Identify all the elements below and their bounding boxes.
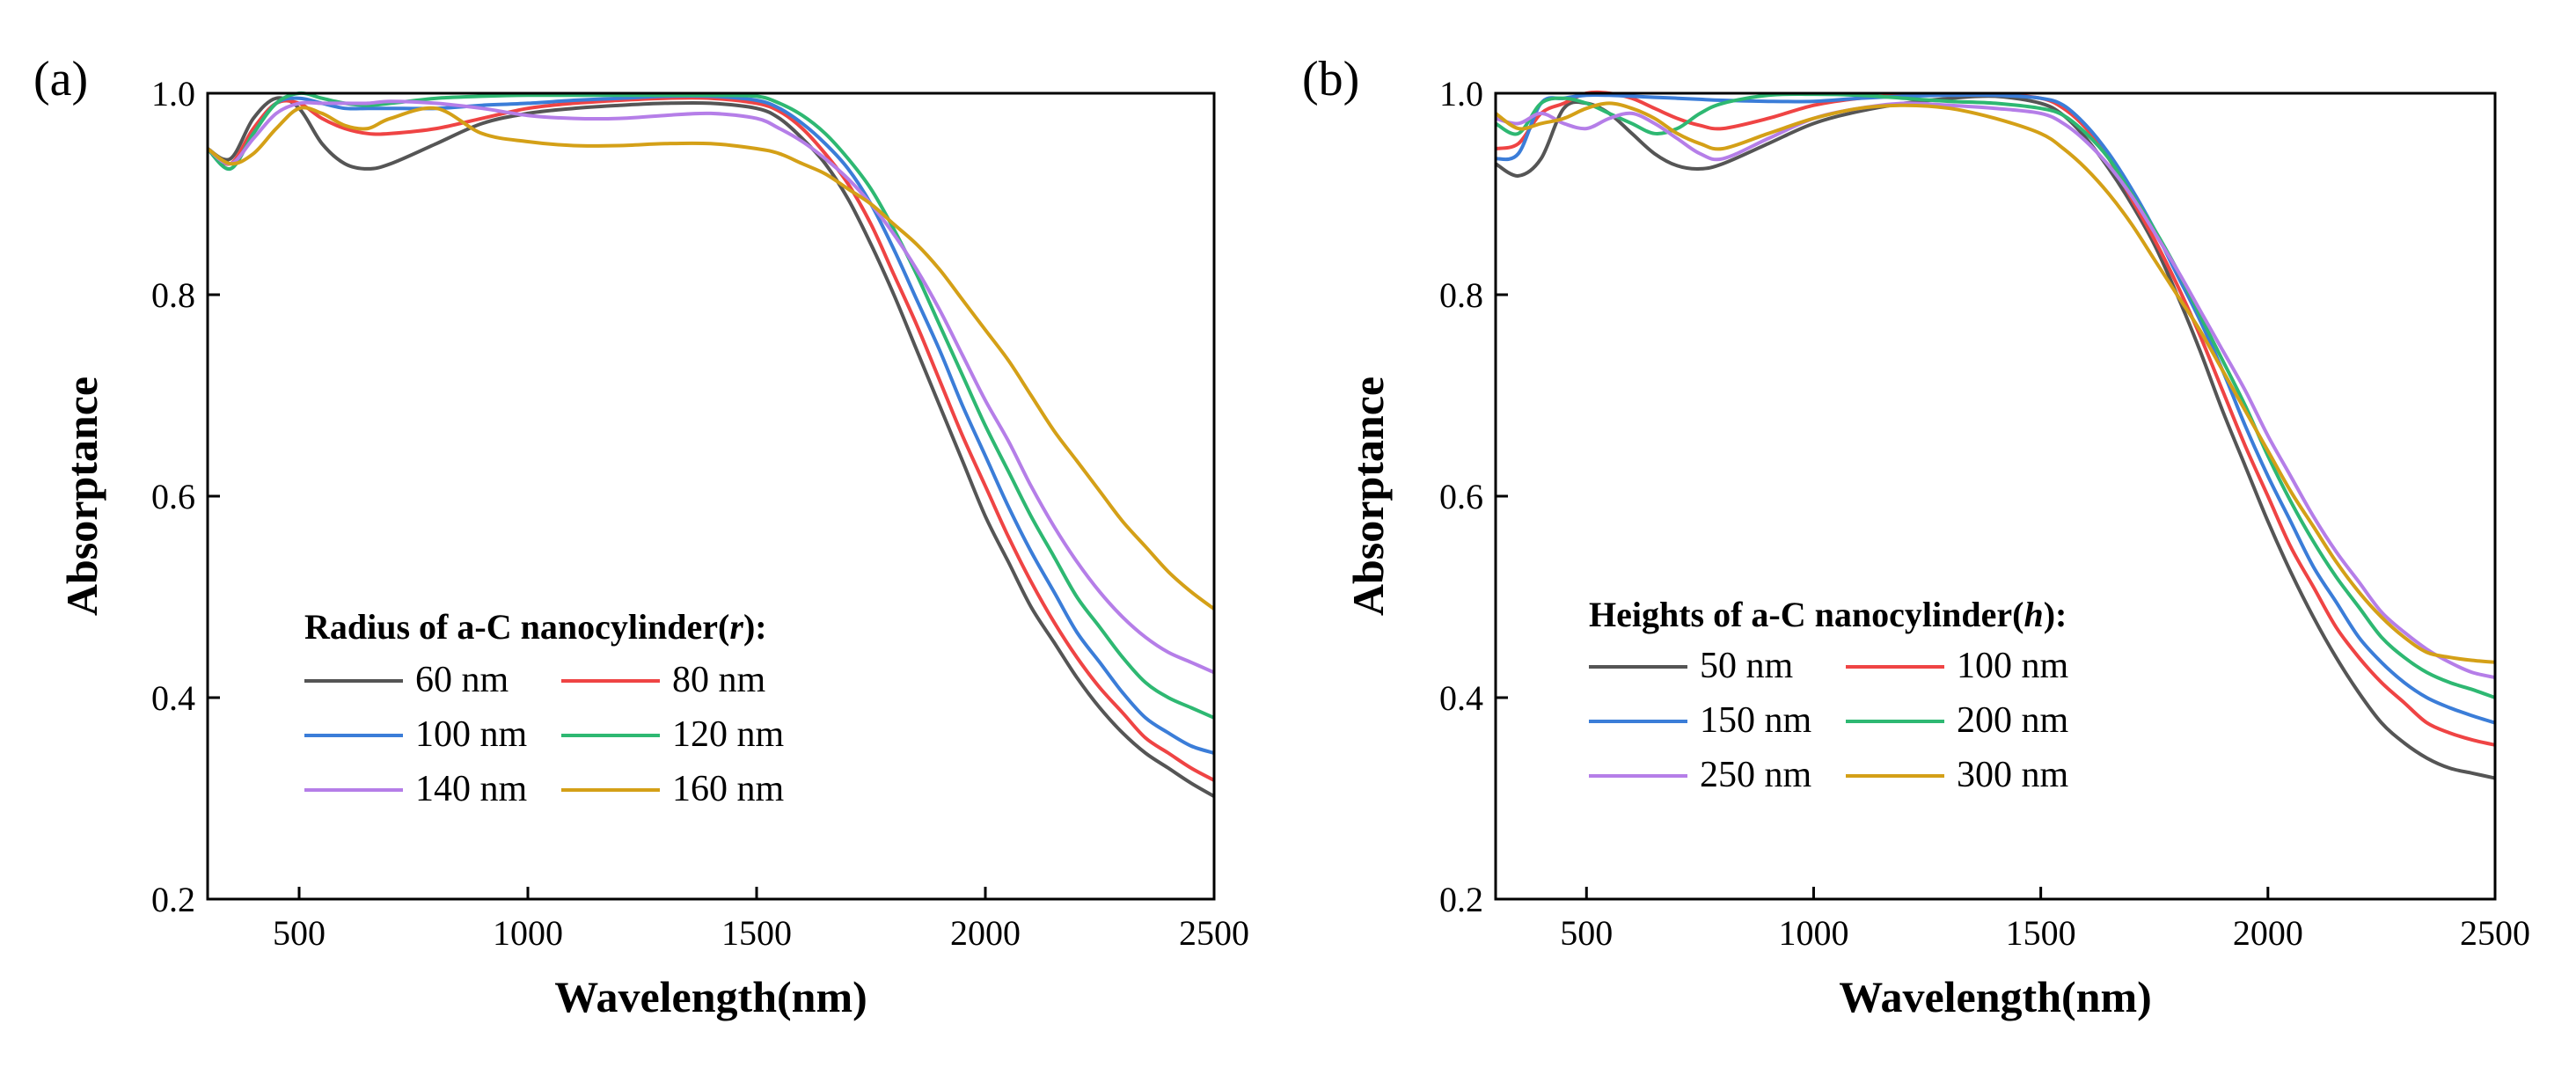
y-tick-label: 0.4 bbox=[1439, 678, 1483, 718]
x-axis-title: Wavelength(nm) bbox=[1839, 972, 2152, 1021]
series-group bbox=[1496, 90, 2495, 780]
x-tick-label: 2500 bbox=[1179, 913, 1249, 953]
chart-panel-a: (a) 500 1000 1500 2000 2500 0.2 0.4 0.6 0.8 1.0 Wav… bbox=[33, 52, 1249, 1021]
series-line-160nm bbox=[208, 106, 1214, 611]
legend-item: 150 nm bbox=[1589, 700, 1812, 741]
legend: Radius of a-C nanocylinder(r): 60 nm 80 nm… bbox=[304, 607, 785, 809]
chart-panel-b: (b) 500 1000 1500 2000 2500 0.2 0.4 0.6 0.8 1.0 Wav… bbox=[1302, 52, 2530, 1021]
legend-label: 140 nm bbox=[415, 769, 528, 809]
y-tick-label: 0.8 bbox=[1439, 275, 1483, 315]
legend-label: 100 nm bbox=[1957, 646, 2069, 686]
series-group bbox=[208, 91, 1214, 798]
y-tick-label: 0.6 bbox=[1439, 477, 1483, 516]
legend-label: 300 nm bbox=[1957, 755, 2069, 795]
series-line-100nm bbox=[208, 94, 1214, 755]
legend: Heights of a-C nanocylinder(h): 50 nm 100 … bbox=[1589, 595, 2069, 795]
x-tick-label: 500 bbox=[1560, 913, 1613, 953]
panel-label: (b) bbox=[1302, 52, 1359, 106]
series-line-140nm bbox=[208, 99, 1214, 675]
legend-item: 80 nm bbox=[561, 660, 766, 700]
legend-item: 250 nm bbox=[1589, 755, 1812, 795]
y-tick-label: 1.0 bbox=[1439, 74, 1483, 113]
legend-item: 140 nm bbox=[304, 769, 528, 809]
x-tick-label: 1000 bbox=[1778, 913, 1848, 953]
legend-label: 150 nm bbox=[1700, 700, 1812, 741]
y-tick-label: 0.2 bbox=[151, 880, 195, 919]
legend-label: 200 nm bbox=[1957, 700, 2069, 741]
y-axis-title: Absorptance bbox=[57, 377, 106, 616]
x-tick-label: 500 bbox=[273, 913, 326, 953]
series-line-50nm bbox=[1496, 94, 2495, 780]
series-line-60nm bbox=[208, 96, 1214, 798]
legend-item: 160 nm bbox=[561, 769, 785, 809]
y-tick-label: 0.8 bbox=[151, 275, 195, 315]
legend-title: Radius of a-C nanocylinder(r): bbox=[304, 607, 767, 647]
legend-label: 60 nm bbox=[415, 660, 509, 700]
series-line-300nm bbox=[1496, 101, 2495, 664]
legend-item: 120 nm bbox=[561, 714, 785, 755]
x-axis-title: Wavelength(nm) bbox=[554, 972, 867, 1021]
series-line-250nm bbox=[1496, 101, 2495, 680]
y-tick-label: 0.2 bbox=[1439, 880, 1483, 919]
legend-item: 60 nm bbox=[304, 660, 509, 700]
x-tick-label: 1000 bbox=[493, 913, 563, 953]
legend-item: 100 nm bbox=[1846, 646, 2069, 686]
legend-item: 300 nm bbox=[1846, 755, 2069, 795]
y-tick-label: 0.4 bbox=[151, 678, 195, 718]
x-tick-label: 1500 bbox=[2006, 913, 2076, 953]
legend-item: 200 nm bbox=[1846, 700, 2069, 741]
series-line-100nm bbox=[1496, 90, 2495, 747]
legend-label: 80 nm bbox=[672, 660, 766, 700]
legend-item: 50 nm bbox=[1589, 646, 1794, 686]
legend-item: 100 nm bbox=[304, 714, 528, 755]
panel-label: (a) bbox=[33, 52, 88, 106]
series-line-80nm bbox=[208, 96, 1214, 782]
x-tick-label: 2500 bbox=[2460, 913, 2530, 953]
legend-label: 50 nm bbox=[1700, 646, 1794, 686]
x-tick-label: 1500 bbox=[721, 913, 792, 953]
legend-label: 160 nm bbox=[672, 769, 785, 809]
y-axis-title: Absorptance bbox=[1343, 377, 1393, 616]
y-tick-label: 1.0 bbox=[151, 74, 195, 113]
series-line-200nm bbox=[1496, 92, 2495, 699]
x-tick-label: 2000 bbox=[950, 913, 1021, 953]
y-tick-label: 0.6 bbox=[151, 477, 195, 516]
legend-label: 100 nm bbox=[415, 714, 528, 755]
legend-title: Heights of a-C nanocylinder(h): bbox=[1589, 595, 2067, 634]
series-line-150nm bbox=[1496, 92, 2495, 725]
x-tick-label: 2000 bbox=[2233, 913, 2303, 953]
legend-label: 120 nm bbox=[672, 714, 785, 755]
legend-label: 250 nm bbox=[1700, 755, 1812, 795]
